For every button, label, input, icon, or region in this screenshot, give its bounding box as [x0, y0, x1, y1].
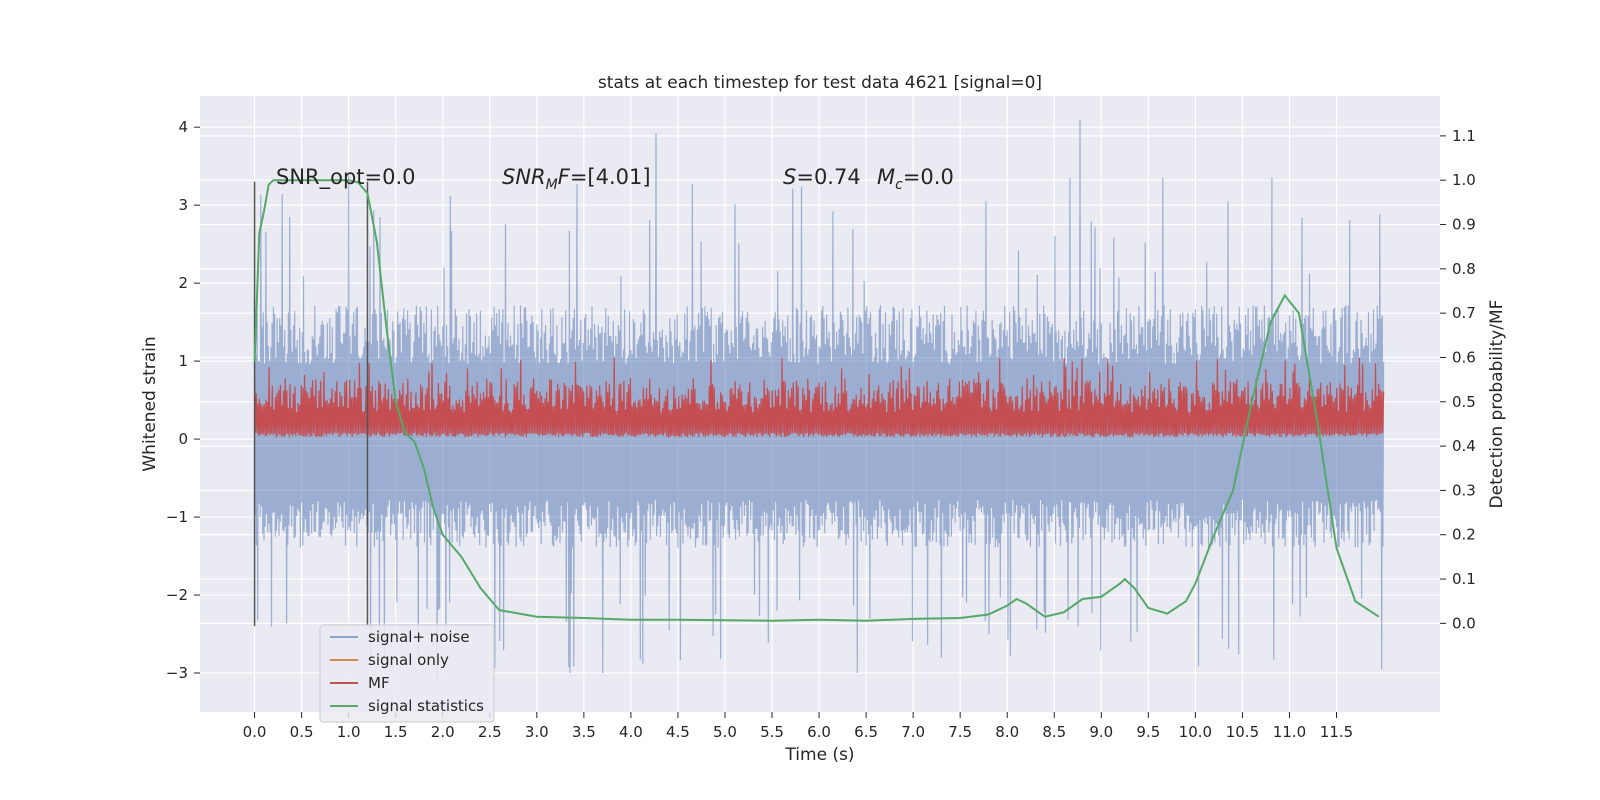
- y2-tick-label: 0.8: [1452, 260, 1476, 278]
- mc-subscript: c: [895, 177, 903, 193]
- x-tick-label: 4.5: [666, 723, 690, 741]
- x-tick-label: 4.0: [619, 723, 643, 741]
- y-tick-label: 0: [178, 430, 188, 448]
- snr-mf-value: =[4.01]: [570, 165, 651, 189]
- legend-label-signal-statistics: signal statistics: [368, 697, 484, 715]
- y2-tick-label: 1.1: [1452, 127, 1476, 145]
- y2-tick-label: 0.4: [1452, 437, 1476, 455]
- x-tick-label: 2.0: [431, 723, 455, 741]
- y-axis-label: Whitened strain: [140, 336, 160, 471]
- y2-tick-label: 0.3: [1452, 481, 1476, 499]
- x-tick-label: 3.5: [572, 723, 596, 741]
- legend-label-signal-noise: signal+ noise: [368, 628, 470, 646]
- y2-tick-label: 0.9: [1452, 216, 1476, 234]
- chart-title: stats at each timestep for test data 462…: [598, 73, 1042, 93]
- x-tick-label: 7.0: [901, 723, 925, 741]
- x-tick-label: 6.0: [807, 723, 831, 741]
- legend-label-mf: MF: [368, 674, 390, 692]
- x-tick-label: 0.5: [290, 723, 314, 741]
- y2-tick-label: 0.0: [1452, 614, 1476, 632]
- legend: signal+ noise signal only MF signal stat…: [319, 624, 495, 723]
- series-signal-statistics: [253, 179, 1380, 622]
- y-tick-label: 1: [178, 352, 188, 370]
- s-annotation: S=0.74: [783, 165, 861, 189]
- x-tick-label: 10.5: [1226, 723, 1259, 741]
- x-tick-label: 11.0: [1273, 723, 1306, 741]
- x-tick-label: 3.0: [525, 723, 549, 741]
- series-mf: [254, 357, 1385, 438]
- y-tick-label: 2: [178, 274, 188, 292]
- x-tick-label: 0.0: [243, 723, 267, 741]
- x-tick-label: 1.0: [337, 723, 361, 741]
- s-value: =0.74: [796, 165, 860, 189]
- snr-mf-annotation: SNRMF=[4.01]: [502, 165, 651, 193]
- mc-value: =0.0: [903, 165, 954, 189]
- x-tick-label: 1.5: [384, 723, 408, 741]
- x-axis-label: Time (s): [784, 745, 854, 765]
- legend-label-signal-only: signal only: [368, 651, 449, 669]
- series-signal-noise: [254, 119, 1385, 681]
- y2-tick-label: 0.5: [1452, 393, 1476, 411]
- x-tick-label: 9.5: [1136, 723, 1160, 741]
- y2-tick-label: 0.2: [1452, 526, 1476, 544]
- y-tick-label: 4: [178, 118, 188, 136]
- y2-axis-label: Detection probability/MF: [1487, 300, 1507, 509]
- y-tick-label: −2: [166, 586, 188, 604]
- mc-annotation: Mc=0.0: [877, 165, 954, 193]
- x-tick-label: 5.5: [760, 723, 784, 741]
- y2-tick-label: 0.1: [1452, 570, 1476, 588]
- y2-tick-label: 1.0: [1452, 171, 1476, 189]
- snr-mf-prefix: SNR: [502, 165, 546, 189]
- snr-mf-letter: F: [558, 165, 571, 189]
- mc-label: M: [877, 165, 895, 189]
- series-layer: [253, 119, 1385, 681]
- snr-mf-subscript: M: [546, 177, 558, 193]
- axes: 0.0 0.5 1.0 1.5 2.0 2.5 3.0 3.5 4.0 4.5 5.0 5.5 6.0 6…: [166, 118, 1476, 741]
- y2-tick-label: 0.6: [1452, 348, 1476, 366]
- x-tick-label: 8.0: [995, 723, 1019, 741]
- x-tick-label: 9.0: [1089, 723, 1113, 741]
- x-tick-label: 6.5: [854, 723, 878, 741]
- y-tick-label: −3: [166, 664, 188, 682]
- legend-frame: [319, 624, 495, 723]
- x-tick-label: 2.5: [478, 723, 502, 741]
- y-tick-label: −1: [166, 508, 188, 526]
- x-tick-label: 7.5: [948, 723, 972, 741]
- snr-opt-annotation: SNR_opt=0.0: [276, 165, 416, 190]
- x-tick-label: 5.0: [713, 723, 737, 741]
- x-tick-label: 11.5: [1320, 723, 1353, 741]
- y2-tick-label: 0.7: [1452, 304, 1476, 322]
- y-tick-label: 3: [178, 196, 188, 214]
- x-tick-label: 10.0: [1179, 723, 1212, 741]
- x-tick-label: 8.5: [1042, 723, 1066, 741]
- s-label: S: [783, 165, 796, 189]
